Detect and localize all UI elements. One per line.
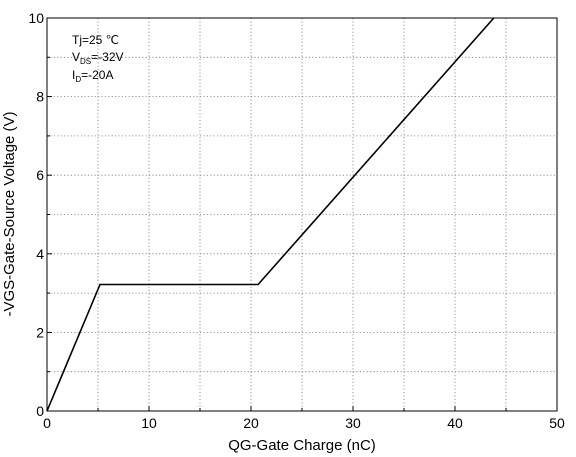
annotation-vds: VDS=-32V	[72, 50, 124, 66]
x-axis-label: QG-Gate Charge (nC)	[228, 437, 376, 454]
series	[46, 17, 495, 412]
axis-ticks: 0 10 20 30 40 50 0 2 4 6 8 10	[28, 10, 565, 431]
series-line-0	[46, 17, 495, 412]
x-tick-label-20: 20	[243, 415, 259, 431]
y-tick-label-4: 4	[36, 246, 44, 262]
annotation-id: ID=-20A	[72, 68, 113, 84]
y-tick-label-8: 8	[36, 89, 44, 105]
y-axis-label: -VGS-Gate-Source Voltage (V)	[1, 111, 18, 316]
x-tick-label-0: 0	[43, 415, 51, 431]
y-tick-label-10: 10	[28, 10, 44, 26]
x-tick-label-50: 50	[549, 415, 565, 431]
x-tick-label-30: 30	[345, 415, 361, 431]
y-tick-label-0: 0	[36, 403, 44, 419]
grid	[47, 18, 557, 411]
x-tick-label-40: 40	[447, 415, 463, 431]
annotation-tj: Tj=25 ℃	[72, 33, 119, 47]
x-tick-label-10: 10	[141, 415, 157, 431]
annotation-block: Tj=25 ℃ VDS=-32V ID=-20A	[72, 33, 124, 84]
y-tick-label-2: 2	[36, 324, 44, 340]
y-tick-label-6: 6	[36, 167, 44, 183]
